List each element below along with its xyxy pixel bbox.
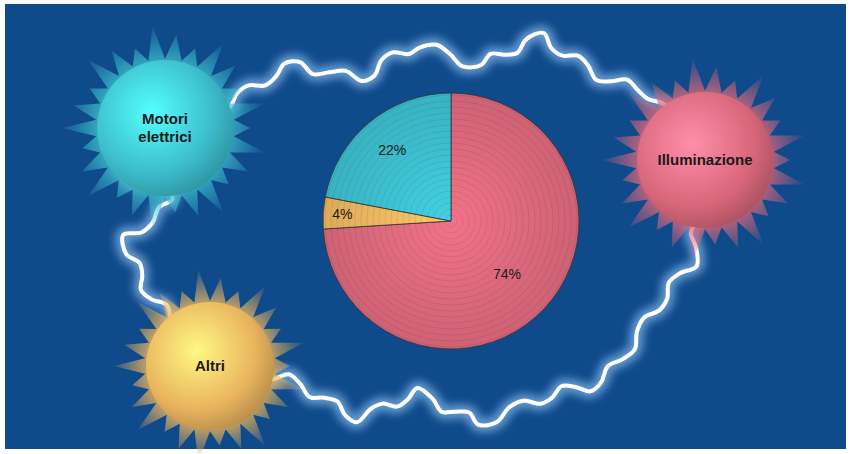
texture-ring [403, 173, 499, 269]
pie-slice [323, 93, 579, 349]
chart: Illuminazione Altri Motorielettrici 74% 4% 22… [0, 0, 851, 454]
starburst [602, 58, 804, 262]
sphere [97, 60, 233, 196]
starburst [113, 270, 303, 454]
texture-ring [439, 209, 463, 233]
texture-ring [367, 137, 535, 305]
background [5, 4, 846, 449]
texture-ring [373, 143, 529, 299]
texture-ring [337, 107, 565, 335]
texture-ring [427, 197, 475, 245]
pie-texture [325, 95, 577, 347]
texture-ring [421, 191, 481, 251]
texture-ring [433, 203, 469, 239]
category-sphere: Motorielettrici [62, 26, 264, 230]
category-sphere: Altri [113, 270, 303, 454]
starburst [62, 26, 264, 230]
texture-ring [379, 149, 523, 293]
texture-ring [361, 131, 541, 311]
category-sphere: Illuminazione [602, 58, 804, 262]
texture-ring [343, 113, 559, 329]
pie: 74% 4% 22% [323, 93, 579, 349]
category-label: Motorielettrici [138, 110, 191, 145]
texture-ring [331, 101, 571, 341]
category-label: Altri [195, 357, 225, 374]
texture-ring [325, 95, 577, 347]
texture-ring [409, 179, 493, 263]
texture-ring [349, 119, 553, 323]
texture-ring [445, 215, 457, 227]
texture-ring [415, 185, 487, 257]
category-label: Illuminazione [657, 151, 752, 168]
data-label: 4% [332, 206, 352, 222]
sphere [637, 92, 773, 228]
texture-ring [391, 161, 511, 281]
data-label: 74% [493, 266, 521, 282]
data-label: 22% [378, 142, 406, 158]
sphere [146, 302, 274, 430]
texture-ring [355, 125, 547, 317]
texture-ring [397, 167, 505, 275]
